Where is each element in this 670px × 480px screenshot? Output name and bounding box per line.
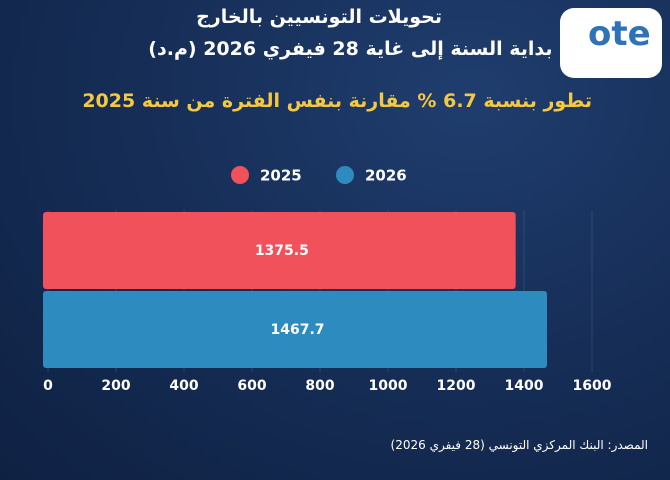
legend-swatch [336,166,354,184]
legend-label: 2026 [365,167,407,185]
chart-title-line: من بداية السنة إلى غاية 28 فيفري 2026 (م… [148,38,588,60]
bar [43,291,548,368]
legend-label: 2025 [260,167,302,185]
x-tick-label: 1600 [573,378,612,394]
x-tick-label: 600 [237,378,266,394]
x-tick-label: 400 [169,378,198,394]
source: المصدر: البنك المركزي التونسي (28 فيفري … [390,438,648,452]
logo: ote [560,8,662,78]
bar [43,212,516,289]
x-tick-label: 200 [101,378,130,394]
legend-swatch [231,166,249,184]
chart-title: تحويلات التونسيين بالخارج [196,6,442,28]
x-tick-label: 1000 [369,378,408,394]
value-label: 1375.5 [255,243,309,259]
x-tick-label: 1400 [505,378,544,394]
x-tick-label: 0 [43,378,53,394]
logo-text: ote [588,14,651,54]
value-label: 1467.7 [270,322,324,338]
chart-subtitle: تطور بنسبة 6.7 % مقارنة بنفس الفترة من س… [82,90,592,112]
x-tick-label: 1200 [437,378,476,394]
x-tick-label: 800 [305,378,334,394]
